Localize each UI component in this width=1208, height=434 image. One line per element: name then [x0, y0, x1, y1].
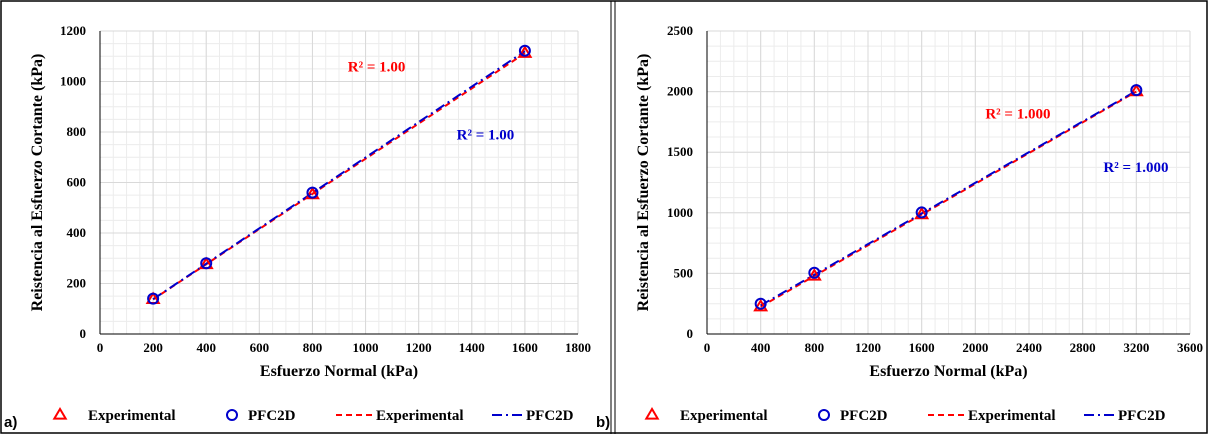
x-tick-label: 2400 [1016, 340, 1042, 355]
r-squared-label: R² = 1.000 [985, 106, 1050, 122]
data-point-pfc2d [915, 206, 928, 219]
x-tick-label: 0 [97, 340, 104, 355]
data-point-pfc2d [754, 297, 767, 310]
y-tick-label: 500 [674, 265, 694, 280]
x-tick-label: 400 [196, 340, 216, 355]
x-tick-label: 400 [751, 340, 771, 355]
legend-label: Experimental [680, 408, 768, 424]
legend-label: PFC2D [526, 408, 574, 424]
x-tick-label: 800 [805, 340, 825, 355]
legend-label: Experimental [88, 408, 176, 424]
x-tick-label: 200 [143, 340, 163, 355]
y-tick-label: 2500 [667, 23, 693, 38]
x-tick-label: 0 [704, 340, 711, 355]
legend-label: Experimental [376, 408, 464, 424]
x-tick-label: 1000 [353, 340, 379, 355]
y-tick-label: 2000 [667, 84, 693, 99]
legend-circle-icon [818, 409, 830, 421]
y-tick-label: 0 [687, 326, 694, 341]
legend-triangle-icon [52, 407, 68, 420]
x-axis-title: Esfuerzo Normal (kPa) [260, 363, 418, 380]
data-point-pfc2d [1130, 84, 1143, 97]
x-tick-label: 1200 [406, 340, 432, 355]
x-tick-label: 1800 [565, 340, 591, 355]
x-tick-label: 1200 [855, 340, 881, 355]
r-squared-label: R² = 1.000 [1103, 160, 1168, 176]
y-tick-label: 200 [67, 276, 87, 291]
x-tick-label: 1400 [459, 340, 485, 355]
panel-label: a) [4, 414, 17, 431]
legend-label: PFC2D [840, 408, 888, 424]
chart-a: 0 200 400 600 800 1000 1200 1400 1600 1800 0 200 400… [4, 23, 591, 431]
x-tick-label: 800 [303, 340, 323, 355]
x-tick-label: 2000 [962, 340, 988, 355]
trend-line-pfc2d [760, 90, 1137, 307]
chart-b: 0 400 800 1200 1600 2000 2400 2800 3200 3600 0 500 1… [596, 23, 1203, 431]
r-squared-label: R² = 1.00 [457, 128, 515, 144]
x-tick-label: 1600 [512, 340, 538, 355]
legend-label: PFC2D [1118, 408, 1166, 424]
trend-line-pfc2d [152, 50, 526, 300]
y-tick-label: 0 [80, 326, 87, 341]
x-tick-label: 2800 [1070, 340, 1096, 355]
x-tick-label: 3200 [1123, 340, 1149, 355]
x-tick-label: 1600 [909, 340, 935, 355]
data-point-pfc2d [808, 266, 821, 279]
y-tick-label: 400 [67, 225, 87, 240]
data-point-pfc2d [200, 257, 213, 270]
data-point-pfc2d [147, 292, 160, 305]
legend-circle-icon [226, 409, 238, 421]
legend-label: Experimental [968, 408, 1056, 424]
data-point-pfc2d [518, 44, 531, 57]
data-point-experimental [517, 45, 533, 58]
y-tick-label: 1000 [667, 205, 693, 220]
y-tick-label: 1500 [667, 144, 693, 159]
legend: Experimental PFC2D Experimental PFC2D [644, 407, 1166, 424]
x-tick-label: 600 [250, 340, 270, 355]
y-tick-label: 1000 [60, 74, 86, 89]
r-squared-label: R² = 1.00 [348, 59, 406, 75]
legend-triangle-icon [644, 407, 660, 420]
y-tick-label: 1200 [60, 23, 86, 38]
y-tick-label: 600 [67, 175, 87, 190]
data-point-experimental [806, 268, 822, 281]
y-tick-label: 800 [67, 124, 87, 139]
x-axis-title: Esfuerzo Normal (kPa) [869, 363, 1027, 380]
data-point-pfc2d [306, 186, 319, 199]
legend-label: PFC2D [248, 408, 296, 424]
x-tick-label: 3600 [1177, 340, 1203, 355]
y-axis-title: Reistencia al Esfuerzo Cortante (kPa) [29, 54, 46, 312]
data-point-experimental [753, 298, 769, 312]
y-axis-title: Reistencia al Esfuerzo Cortante (kPa) [635, 54, 652, 312]
panel-label: b) [596, 414, 610, 431]
legend: Experimental PFC2D Experimental PFC2D [52, 407, 574, 424]
